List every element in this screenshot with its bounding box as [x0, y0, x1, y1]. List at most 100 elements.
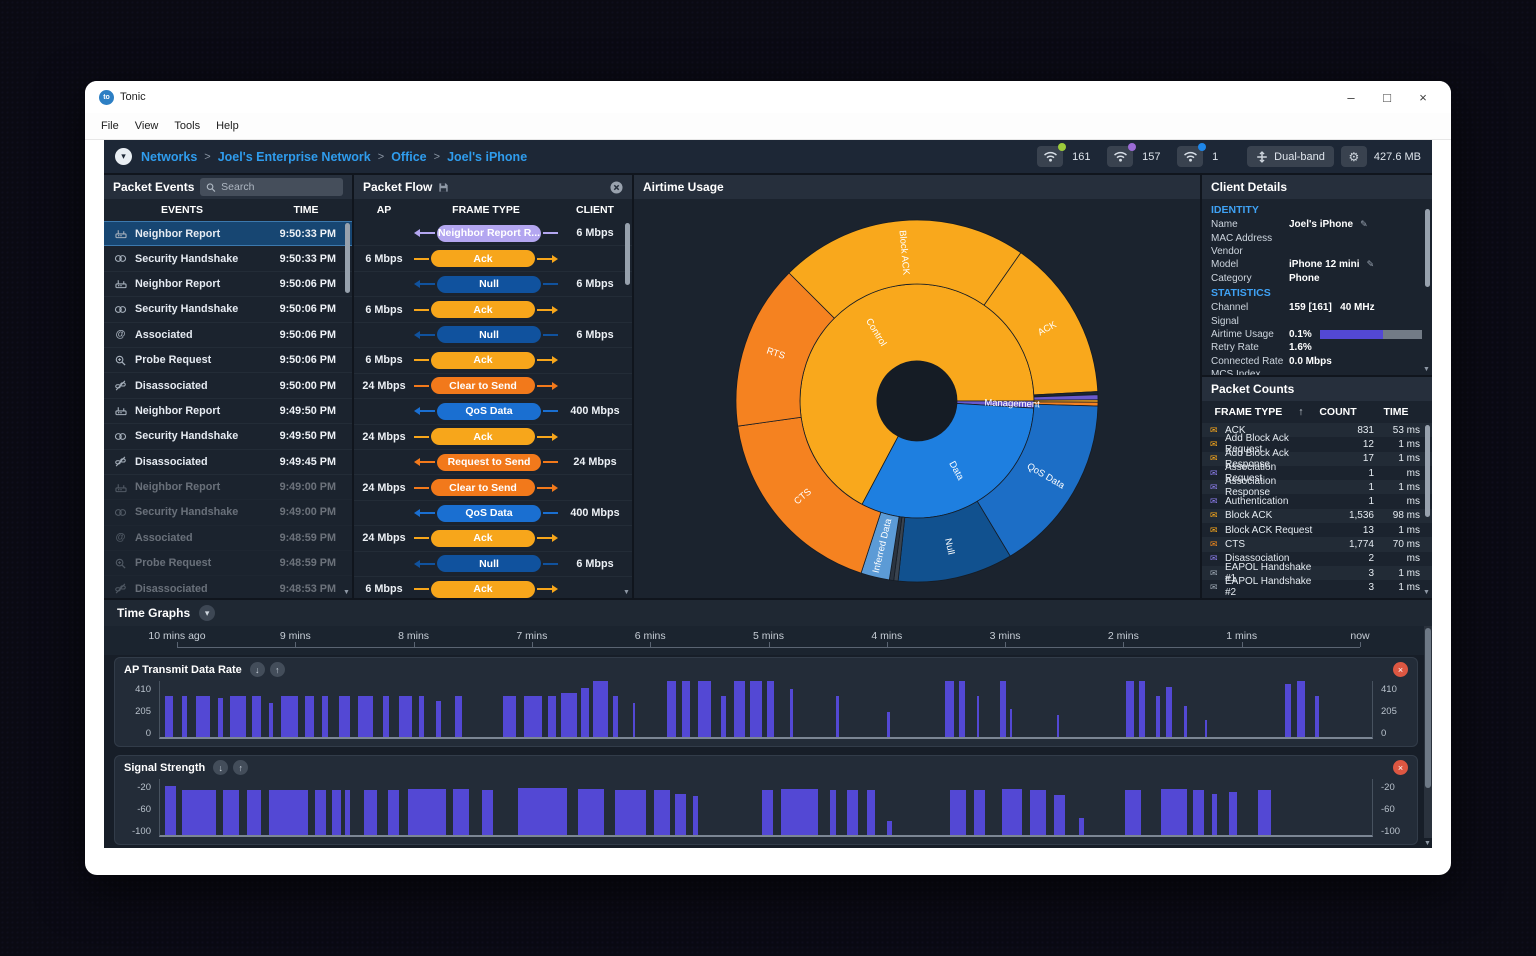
network-tree-toggle[interactable]: ▾	[115, 148, 132, 165]
breadcrumb-item[interactable]: Joel's iPhone	[447, 149, 528, 164]
packet-count-row[interactable]: ✉ EAPOL Handshake #1 3 1 ms	[1202, 562, 1432, 584]
close-panel-icon[interactable]	[610, 180, 623, 194]
frame-type-pill[interactable]: Ack	[431, 529, 535, 547]
packet-event-row[interactable]: Security Handshake 9:49:00 PM	[104, 500, 352, 526]
packet-flow-row[interactable]: 24 Mbps Ack	[354, 425, 632, 450]
move-graph-down-button[interactable]: ↓	[249, 662, 265, 677]
time-graphs-scrollbar[interactable]	[1424, 626, 1432, 838]
packet-flow-row[interactable]: Neighbor Report R... 6 Mbps	[354, 221, 632, 247]
frame-type-pill[interactable]: Null	[437, 275, 541, 293]
search-input[interactable]	[221, 181, 337, 193]
packet-flow-row[interactable]: 6 Mbps Ack	[354, 297, 632, 323]
save-icon[interactable]	[438, 182, 449, 193]
packet-count-row[interactable]: ✉ Add Block Ack Response 17 1 ms	[1202, 448, 1432, 470]
close-button[interactable]: ×	[1419, 89, 1427, 105]
frame-type-pill[interactable]: Clear to Send	[431, 479, 535, 497]
client-details-scrollbar[interactable]	[1424, 203, 1431, 371]
move-graph-up-button[interactable]: ↑	[233, 760, 249, 775]
packet-event-row[interactable]: Security Handshake 9:50:33 PM	[104, 246, 352, 272]
packet-flow-row[interactable]: QoS Data 400 Mbps	[354, 501, 632, 527]
packet-count-row[interactable]: ✉ ACK 831 53 ms	[1202, 423, 1432, 438]
frame-type-pill[interactable]: Ack	[431, 250, 535, 268]
sunburst-segment-rts[interactable]	[735, 271, 835, 427]
packet-flow-row[interactable]: 6 Mbps Ack	[354, 348, 632, 374]
menu-tools[interactable]: Tools	[174, 120, 201, 132]
packet-event-row[interactable]: Neighbor Report 9:49:00 PM	[104, 475, 352, 501]
column-header-frame-type[interactable]: FRAME TYPE	[452, 204, 520, 216]
packet-event-row[interactable]: @ Associated 9:48:59 PM	[104, 526, 352, 552]
packet-count-row[interactable]: ✉ Disassociation 2 ms	[1202, 552, 1432, 566]
menu-help[interactable]: Help	[216, 120, 239, 132]
packet-events-scrollbar[interactable]	[344, 223, 351, 586]
frame-type-pill[interactable]: Ack	[431, 428, 535, 446]
packet-count-row[interactable]: ✉ EAPOL Handshake #2 3 1 ms	[1202, 576, 1432, 598]
frame-type-pill[interactable]: Clear to Send	[431, 377, 535, 395]
packet-flow-row[interactable]: 6 Mbps Ack	[354, 577, 632, 598]
packet-event-row[interactable]: Probe Request 9:48:59 PM	[104, 551, 352, 577]
packet-event-row[interactable]: Security Handshake 9:50:06 PM	[104, 297, 352, 323]
maximize-button[interactable]: □	[1383, 89, 1391, 105]
packet-event-row[interactable]: Neighbor Report 9:49:50 PM	[104, 399, 352, 425]
menu-file[interactable]: File	[101, 120, 119, 132]
sort-ascending-icon[interactable]: ↑	[1298, 406, 1304, 418]
column-header-events[interactable]: EVENTS	[160, 204, 203, 216]
packet-event-row[interactable]: Disassociated 9:49:45 PM	[104, 450, 352, 475]
column-header-time[interactable]: TIME	[293, 204, 319, 216]
frame-type-pill[interactable]: Ack	[431, 351, 535, 369]
move-graph-down-button[interactable]: ↓	[213, 760, 229, 775]
edit-icon[interactable]: ✎	[1360, 219, 1368, 230]
wifi-band-button[interactable]	[1107, 143, 1137, 167]
packet-event-row[interactable]: Neighbor Report 9:50:33 PM	[104, 221, 352, 247]
packet-flow-row[interactable]: Null 6 Mbps	[354, 552, 632, 578]
minimize-button[interactable]: –	[1347, 89, 1355, 105]
close-graph-button[interactable]: ×	[1393, 760, 1408, 775]
scroll-down-icon[interactable]: ▼	[623, 589, 630, 596]
frame-type-pill[interactable]: Request to Send	[437, 453, 541, 471]
packet-count-row[interactable]: ✉ Add Block Ack Request 12 1 ms	[1202, 433, 1432, 455]
breadcrumb-item[interactable]: Joel's Enterprise Network	[217, 149, 371, 164]
packet-flow-row[interactable]: 6 Mbps Ack	[354, 246, 632, 272]
packet-counts-scrollbar[interactable]	[1424, 423, 1431, 586]
frame-type-pill[interactable]: Ack	[431, 301, 535, 319]
search-box[interactable]	[200, 178, 343, 196]
wifi-band-button[interactable]	[1037, 143, 1067, 167]
column-header-time[interactable]: TIME	[1383, 406, 1409, 418]
packet-flow-scrollbar[interactable]	[624, 223, 631, 586]
capture-size-button[interactable]: ⚙	[1340, 146, 1367, 167]
breadcrumb-item[interactable]: Office	[391, 149, 427, 164]
packet-count-row[interactable]: ✉ CTS 1,774 70 ms	[1202, 537, 1432, 552]
breadcrumb-item[interactable]: Networks	[141, 149, 198, 164]
scroll-down-icon[interactable]: ▼	[1424, 840, 1431, 847]
move-graph-up-button[interactable]: ↑	[269, 662, 285, 677]
packet-flow-row[interactable]: QoS Data 400 Mbps	[354, 399, 632, 425]
packet-count-row[interactable]: ✉ Association Response 1 1 ms	[1202, 476, 1432, 498]
menu-view[interactable]: View	[134, 120, 159, 132]
packet-event-row[interactable]: @ Associated 9:50:06 PM	[104, 323, 352, 348]
packet-event-row[interactable]: Disassociated 9:50:00 PM	[104, 373, 352, 399]
column-header-client[interactable]: CLIENT	[576, 204, 614, 216]
close-graph-button[interactable]: ×	[1393, 662, 1408, 677]
packet-count-row[interactable]: ✉ Block ACK Request 13 1 ms	[1202, 523, 1432, 537]
frame-type-pill[interactable]: Null	[437, 326, 541, 344]
frame-type-pill[interactable]: QoS Data	[437, 504, 541, 522]
collapse-time-graphs-button[interactable]: ▾	[199, 605, 216, 621]
column-header-frame-type[interactable]: FRAME TYPE ↑	[1214, 406, 1304, 418]
frame-type-pill[interactable]: Neighbor Report R...	[437, 224, 541, 242]
scroll-down-icon[interactable]: ▼	[343, 589, 350, 596]
packet-flow-row[interactable]: Null 6 Mbps	[354, 323, 632, 349]
wifi-band-button[interactable]	[1177, 143, 1207, 167]
column-header-ap[interactable]: AP	[376, 204, 392, 216]
edit-icon[interactable]: ✎	[1366, 259, 1375, 270]
frame-type-pill[interactable]: QoS Data	[437, 402, 541, 420]
packet-event-row[interactable]: Security Handshake 9:49:50 PM	[104, 424, 352, 450]
packet-count-row[interactable]: ✉ Block ACK 1,536 98 ms	[1202, 508, 1432, 524]
packet-count-row[interactable]: ✉ Association Request 1 ms	[1202, 462, 1432, 484]
packet-flow-row[interactable]: Request to Send 24 Mbps	[354, 450, 632, 476]
packet-flow-row[interactable]: 24 Mbps Ack	[354, 526, 632, 552]
scroll-down-icon[interactable]: ▼	[1423, 366, 1430, 373]
packet-event-row[interactable]: Neighbor Report 9:50:06 PM	[104, 272, 352, 298]
packet-flow-row[interactable]: 24 Mbps Clear to Send	[354, 475, 632, 501]
frame-type-pill[interactable]: Null	[437, 555, 541, 573]
packet-flow-row[interactable]: 24 Mbps Clear to Send	[354, 374, 632, 400]
scroll-down-icon[interactable]: ▼	[1423, 589, 1430, 596]
